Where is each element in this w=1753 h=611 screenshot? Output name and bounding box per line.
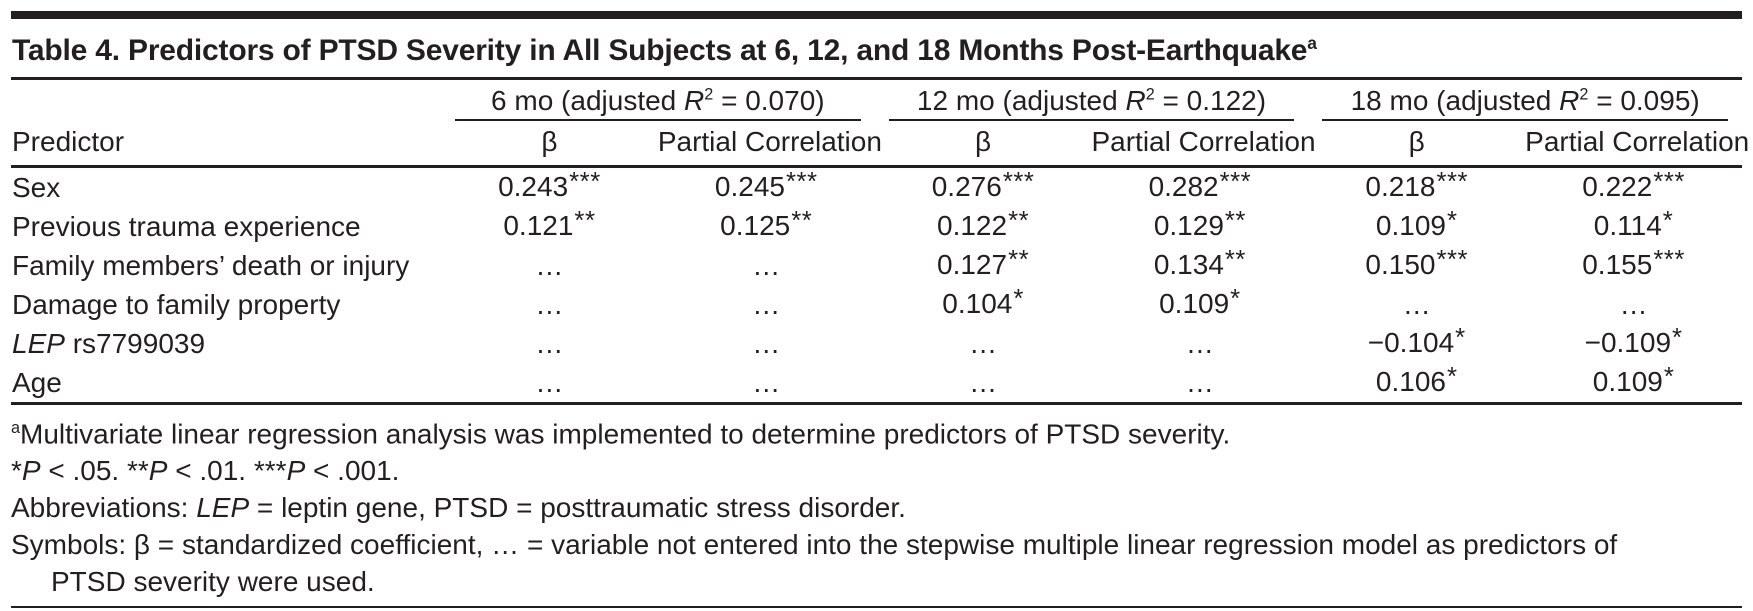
footnote-line: PTSD severity were used. — [51, 566, 375, 598]
value-cell: 0.122** — [875, 207, 1092, 246]
significance-stars: *** — [569, 168, 601, 197]
value-cell: … — [874, 363, 1092, 405]
predictor-cell: LEP rs7799039 — [12, 328, 206, 359]
significance-stars: *** — [785, 168, 818, 197]
footnote-line: Symbols: β = standardized coefficient, …… — [11, 529, 1618, 561]
value-cell: 0.125** — [658, 207, 875, 246]
table-top-bar — [11, 11, 1742, 19]
significance-stars: ** — [1224, 207, 1246, 236]
significance-stars: ** — [791, 207, 813, 236]
partial-correlation-column-header-12mo: Partial Correlation — [1091, 121, 1316, 168]
value-cell: 0.106* — [1308, 363, 1526, 405]
footnotes: aMultivariate linear regression analysis… — [11, 405, 1742, 600]
significance-stars: *** — [1653, 168, 1685, 197]
predictor-cell: Sex — [12, 172, 61, 203]
value-cell: … — [1402, 289, 1431, 320]
predictor-cell: Family members’ death or injury — [12, 250, 410, 281]
significance-stars: * — [1672, 324, 1683, 353]
table-row: Sex 0.243*** 0.245*** 0.276*** 0.282*** 0.218… — [11, 167, 1742, 208]
value-cell: 0.134** — [1091, 246, 1308, 285]
beta-column-header-6mo: β — [441, 121, 658, 168]
predictor-cell: Age — [11, 363, 441, 405]
value-cell: 0.104* — [875, 285, 1092, 324]
partial-correlation-column-header-18mo: Partial Correlation — [1525, 121, 1749, 168]
value-cell: … — [752, 250, 781, 281]
group-header-12mo-label: 12 mo (adjusted R2 = 0.122) — [888, 80, 1295, 121]
significance-stars: * — [1663, 363, 1675, 392]
group-header-row: 6 mo (adjusted R2 = 0.070) 12 mo (adjust… — [11, 80, 1742, 121]
value-cell: … — [1619, 289, 1648, 320]
corner-empty-cell — [11, 80, 441, 121]
significance-stars: *** — [1653, 246, 1685, 275]
partial-correlation-column-header-6mo: Partial Correlation — [657, 121, 882, 168]
table-row: Previous trauma experience 0.121** 0.125**… — [11, 207, 1742, 246]
beta-column-header-18mo: β — [1308, 121, 1526, 168]
value-cell: 0.276*** — [875, 167, 1092, 208]
value-cell: … — [657, 363, 875, 405]
table-row: Age………… 0.106* 0.109* — [11, 363, 1742, 405]
value-cell: −0.104* — [1308, 324, 1525, 363]
value-cell: 0.155*** — [1525, 246, 1742, 285]
table-row: LEP rs7799039 … … … … −0.104* −0.109* — [11, 324, 1742, 363]
value-cell: 0.222*** — [1525, 167, 1742, 208]
predictor-column-header: Predictor — [11, 121, 441, 168]
value-cell: … — [1185, 328, 1214, 359]
value-cell: 0.109* — [1091, 285, 1308, 324]
value-cell: 0.150*** — [1308, 246, 1525, 285]
value-cell: 0.129** — [1091, 207, 1308, 246]
significance-stars: * — [1447, 363, 1458, 392]
group-header-18mo: 18 mo (adjusted R2 = 0.095) — [1308, 80, 1742, 121]
table-row: Family members’ death or injury … … 0.127**… — [11, 246, 1742, 285]
significance-stars: * — [1455, 324, 1466, 353]
value-cell: 0.114* — [1525, 207, 1742, 246]
value-cell: 0.109* — [1308, 207, 1525, 246]
significance-stars: *** — [1436, 246, 1469, 275]
group-header-12mo: 12 mo (adjusted R2 = 0.122) — [875, 80, 1309, 121]
significance-stars: *** — [1219, 168, 1252, 197]
significance-stars: * — [1662, 207, 1674, 236]
value-cell: 0.282*** — [1091, 167, 1308, 208]
group-header-18mo-label: 18 mo (adjusted R2 = 0.095) — [1322, 80, 1728, 121]
significance-stars: * — [1230, 285, 1241, 314]
value-cell: 0.109* — [1525, 363, 1742, 405]
predictor-cell: Damage to family property — [12, 289, 341, 320]
predictor-cell: Previous trauma experience — [12, 211, 361, 242]
significance-stars: * — [1447, 207, 1458, 236]
group-header-6mo-label: 6 mo (adjusted R2 = 0.070) — [455, 80, 861, 121]
value-cell: … — [752, 328, 781, 359]
table-row: Damage to family property … … 0.104* 0.109* …… — [11, 285, 1742, 324]
value-cell: … — [535, 289, 564, 320]
value-cell: … — [535, 250, 564, 281]
table-body: Sex 0.243*** 0.245*** 0.276*** 0.282*** 0.218… — [11, 167, 1742, 405]
group-header-6mo: 6 mo (adjusted R2 = 0.070) — [441, 80, 875, 121]
significance-stars: *** — [1002, 168, 1035, 197]
value-cell: … — [752, 289, 781, 320]
value-cell: −0.109* — [1525, 324, 1742, 363]
column-header-row: Predictor β Partial Correlation β Partia… — [11, 121, 1749, 168]
value-cell: 0.127** — [875, 246, 1092, 285]
footnote-line: Abbreviations: LEP = leptin gene, PTSD =… — [11, 492, 906, 524]
significance-stars: * — [1013, 285, 1024, 314]
value-cell: 0.218*** — [1308, 167, 1525, 208]
data-table: 6 mo (adjusted R2 = 0.070) 12 mo (adjust… — [11, 80, 1749, 405]
significance-stars: *** — [1436, 168, 1469, 197]
footnote-line: *P < .05. **P < .01. ***P < .001. — [11, 455, 400, 487]
significance-stars: ** — [1008, 207, 1030, 236]
significance-stars: ** — [1224, 246, 1246, 275]
table-title: Table 4. Predictors of PTSD Severity in … — [11, 19, 1742, 80]
footnote-line: aMultivariate linear regression analysis… — [11, 418, 1231, 450]
value-cell: 0.121** — [441, 207, 658, 246]
value-cell: 0.245*** — [658, 167, 875, 208]
value-cell: … — [441, 363, 658, 405]
value-cell: … — [1091, 363, 1309, 405]
value-cell: 0.243*** — [441, 167, 658, 208]
bottom-rule — [11, 606, 1742, 609]
significance-stars: ** — [574, 207, 596, 236]
significance-stars: ** — [1008, 246, 1030, 275]
value-cell: … — [535, 328, 564, 359]
beta-column-header-12mo: β — [874, 121, 1092, 168]
value-cell: … — [969, 328, 998, 359]
